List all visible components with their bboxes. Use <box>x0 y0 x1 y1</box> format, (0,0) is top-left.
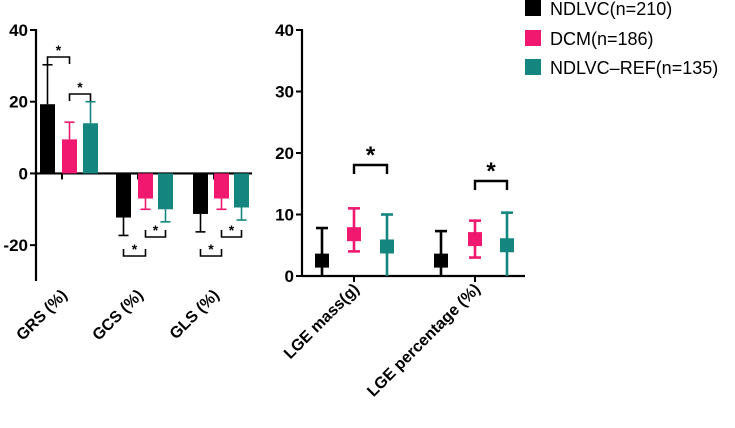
right-y-tick-label: 10 <box>275 206 294 225</box>
left-strain-chart: 40 20 0 -20 GRS (%) GCS (%) GLS (%) * * * * * * <box>3 21 252 344</box>
bar-dcm-gls <box>214 173 229 199</box>
right-y-tick-label: 20 <box>275 144 294 163</box>
right-lge-chart: 0 10 20 30 40 LGE mass(g) LGE percentage (%) * * <box>275 21 525 400</box>
x-category-label-grs: GRS (%) <box>14 287 71 344</box>
significance-star: * <box>208 241 214 257</box>
x-category-label-lge-percentage: LGE percentage (%) <box>364 281 484 401</box>
legend-label-ndlvc-ref: NDLVC–REF(n=135) <box>550 58 718 78</box>
bar-ndlvc-gls <box>193 173 208 214</box>
significance-bracket <box>199 249 223 257</box>
left-y-tick-label: 40 <box>9 21 28 40</box>
significance-star: * <box>366 142 376 169</box>
point-ndlvc-lge-mass-g <box>315 253 329 268</box>
bar-ndlvc-ref-gls <box>234 173 249 208</box>
significance-bracket <box>144 230 167 238</box>
bar-dcm-grs <box>62 139 77 174</box>
legend: NDLVC(n=210) DCM(n=186) NDLVC–REF(n=135) <box>525 0 718 78</box>
bar-ndlvc-gcs <box>116 173 131 218</box>
x-category-label-gcs: GCS (%) <box>90 287 147 344</box>
point-ndlvc-lge-percentage <box>434 253 448 268</box>
legend-item-ndlvc: NDLVC(n=210) <box>525 0 672 19</box>
significance-star: * <box>486 158 496 185</box>
left-y-tick-label: 20 <box>9 93 28 112</box>
right-y-tick-label: 40 <box>275 21 294 40</box>
bar-ndlvc-ref-gcs <box>158 173 173 210</box>
right-y-tick-label: 30 <box>275 83 294 102</box>
significance-star: * <box>56 42 62 58</box>
right-y-tick-label: 0 <box>285 267 294 286</box>
point-dcm-lge-percentage <box>468 232 482 247</box>
bar-dcm-gcs <box>138 173 153 199</box>
bar-ndlvc-grs <box>40 104 55 174</box>
point-dcm-lge-mass-g <box>347 227 361 242</box>
legend-item-ndlvc-ref: NDLVC–REF(n=135) <box>525 58 718 78</box>
significance-bracket <box>46 56 71 64</box>
legend-item-dcm: DCM(n=186) <box>525 29 654 49</box>
significance-bracket <box>68 93 92 101</box>
left-y-tick-label: 0 <box>19 164 28 183</box>
significance-star: * <box>229 222 235 238</box>
significance-star: * <box>77 79 83 95</box>
legend-label-ndlvc: NDLVC(n=210) <box>550 0 672 19</box>
x-category-label-lge-mass-g: LGE mass(g) <box>281 281 363 363</box>
significance-bracket <box>122 249 147 257</box>
significance-bracket <box>473 179 509 190</box>
legend-swatch-ndlvc-ref <box>525 59 541 75</box>
significance-bracket <box>220 230 243 238</box>
bar-ndlvc-ref-grs <box>83 123 98 174</box>
left-y-tick-label: -20 <box>3 236 28 255</box>
legend-label-dcm: DCM(n=186) <box>550 29 654 49</box>
significance-bracket <box>352 163 389 174</box>
x-category-label-gls: GLS (%) <box>167 287 223 343</box>
legend-swatch-ndlvc <box>525 0 541 16</box>
significance-star: * <box>153 222 159 238</box>
point-ndlvc-ref-lge-percentage <box>500 238 514 253</box>
significance-star: * <box>132 241 138 257</box>
legend-swatch-dcm <box>525 30 541 46</box>
point-ndlvc-ref-lge-mass-g <box>380 239 394 254</box>
